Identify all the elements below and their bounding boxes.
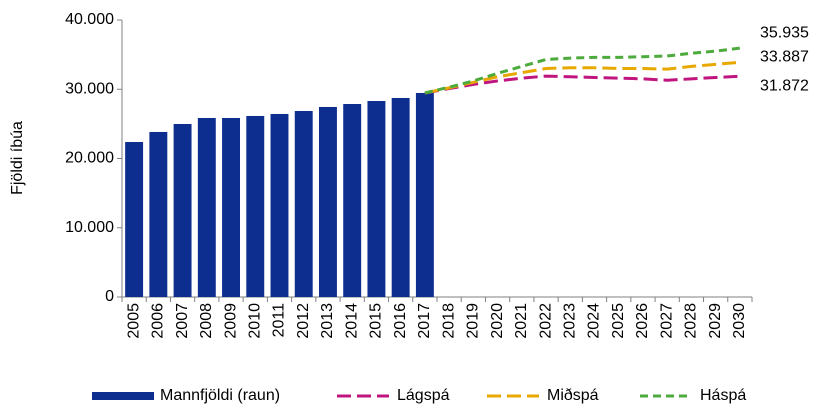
data-label: 33.887 (760, 49, 809, 66)
x-tick-label: 2009 (222, 303, 239, 339)
bar (415, 92, 434, 297)
x-tick-label: 2014 (343, 303, 360, 339)
bar (294, 110, 313, 297)
x-tick-label: 2010 (246, 303, 263, 339)
legend-label: Háspá (700, 387, 746, 404)
legend-label: Lágspá (397, 387, 450, 404)
x-tick-label: 2024 (586, 303, 603, 339)
bar (149, 131, 168, 297)
bar (270, 113, 289, 297)
x-tick-label: 2011 (271, 303, 288, 338)
bar (367, 101, 386, 298)
bar (343, 104, 362, 298)
legend-label: Miðspá (547, 387, 599, 404)
x-tick-label: 2020 (489, 303, 506, 339)
x-tick-label: 2027 (658, 303, 675, 339)
x-tick-label: 2022 (537, 303, 554, 339)
x-tick-label: 2029 (707, 303, 724, 339)
x-tick-label: 2019 (465, 303, 482, 339)
y-tick-label: 0 (105, 288, 114, 305)
x-tick-label: 2028 (683, 303, 700, 339)
x-tick-label: 2016 (392, 303, 409, 339)
bar (391, 97, 410, 298)
x-tick-label: 2005 (125, 303, 142, 339)
x-tick-label: 2013 (319, 303, 336, 339)
x-tick-label: 2015 (368, 303, 385, 339)
x-tick-label: 2007 (174, 303, 191, 339)
x-tick-label: 2006 (150, 303, 167, 339)
y-tick-label: 30.000 (65, 80, 114, 97)
x-tick-label: 2023 (561, 303, 578, 339)
x-tick-label: 2025 (610, 303, 627, 339)
x-tick-label: 2012 (295, 303, 312, 339)
line (424, 46, 741, 95)
y-axis-label: Fjöldi íbúa (9, 121, 26, 195)
bar (173, 124, 192, 298)
bar (246, 115, 265, 297)
x-tick-label: 2026 (634, 303, 651, 339)
legend-label: Mannfjöldi (raun) (160, 387, 280, 404)
line (424, 60, 741, 95)
data-label: 31.872 (760, 78, 809, 95)
bar (222, 117, 241, 298)
x-tick-label: 2008 (198, 303, 215, 339)
x-tick-label: 2017 (416, 303, 433, 339)
bar (197, 117, 216, 298)
line (424, 74, 740, 95)
x-tick-label: 2030 (731, 303, 748, 339)
bar (125, 142, 144, 297)
data-label: 35.935 (760, 24, 809, 41)
x-tick-label: 2021 (513, 303, 530, 339)
legend-swatch (92, 392, 154, 400)
bar (318, 106, 337, 297)
x-tick-label: 2018 (440, 303, 457, 339)
y-tick-label: 10.000 (65, 219, 114, 236)
y-tick-label: 20.000 (65, 150, 114, 167)
y-tick-label: 40.000 (65, 11, 114, 28)
